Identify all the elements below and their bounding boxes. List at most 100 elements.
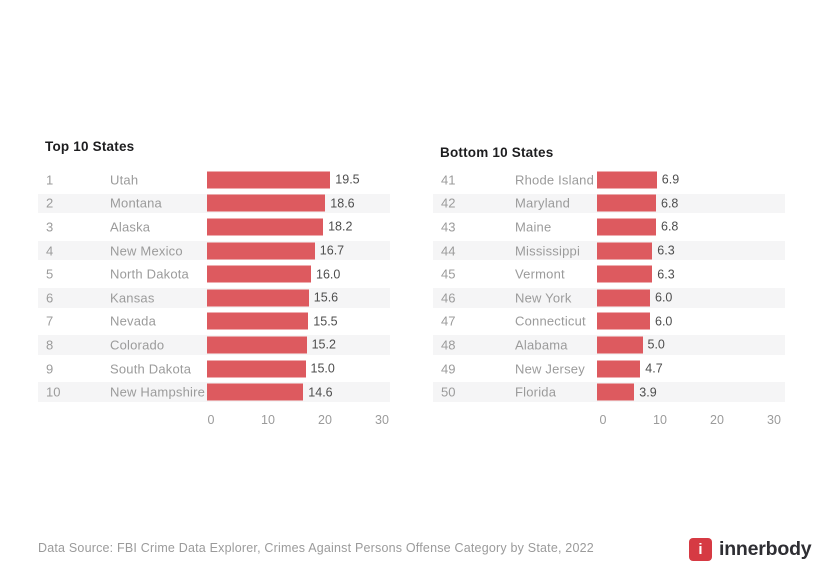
value-label: 6.3 <box>657 243 675 258</box>
x-axis-tick-label: 30 <box>375 413 389 427</box>
state-label: New Mexico <box>110 243 183 259</box>
value-label: 15.0 <box>310 361 335 376</box>
rank-label: 5 <box>46 266 54 282</box>
bar <box>207 360 306 378</box>
state-label: New York <box>515 290 572 306</box>
bar-group: 14.6 <box>207 383 333 401</box>
rank-label: 50 <box>441 384 456 400</box>
rank-label: 2 <box>46 195 54 211</box>
chart-row: 45 Vermont 6.3 <box>433 262 785 286</box>
rank-label: 7 <box>46 313 54 329</box>
x-axis-tick-label: 0 <box>207 413 215 427</box>
bar-group: 18.2 <box>207 218 353 236</box>
state-label: Vermont <box>515 266 565 282</box>
x-axis-tick-label: 10 <box>653 413 667 427</box>
rank-label: 49 <box>441 361 456 377</box>
bar <box>207 218 324 236</box>
bar <box>207 194 326 212</box>
rank-label: 45 <box>441 266 456 282</box>
chart-row: 43 Maine 6.8 <box>433 215 785 239</box>
chart-title: Top 10 States <box>45 139 135 154</box>
value-label: 18.6 <box>330 196 355 211</box>
rank-label: 4 <box>46 243 54 259</box>
innerbody-brand: i innerbody <box>689 538 812 561</box>
chart-row: 2 Montana 18.6 <box>38 192 390 216</box>
bar <box>207 171 331 189</box>
value-label: 15.6 <box>313 290 339 305</box>
bar-group: 6.0 <box>597 312 673 330</box>
bar <box>207 336 307 354</box>
bar-group: 16.0 <box>207 265 341 283</box>
chart-row: 10 New Hampshire 14.6 <box>38 380 390 404</box>
state-label: Montana <box>110 195 162 211</box>
chart-row: 42 Maryland 6.8 <box>433 192 785 216</box>
rank-label: 1 <box>46 172 54 188</box>
bar-group: 3.9 <box>597 383 657 401</box>
state-label: South Dakota <box>110 361 192 377</box>
chart-rows: 1 Utah 19.5 2 Montana 18.6 3 Alaska 18.2 4 New Mex… <box>38 168 390 404</box>
bar <box>597 383 635 401</box>
rank-label: 42 <box>441 195 456 211</box>
value-label: 16.7 <box>319 243 345 258</box>
bar <box>207 383 304 401</box>
bar-group: 6.8 <box>597 218 679 236</box>
value-label: 18.2 <box>328 219 353 234</box>
chart-row: 48 Alabama 5.0 <box>433 333 785 357</box>
rank-label: 48 <box>441 337 456 353</box>
state-label: Utah <box>110 172 139 188</box>
chart-row: 1 Utah 19.5 <box>38 168 390 192</box>
rank-label: 44 <box>441 243 456 259</box>
chart-row: 3 Alaska 18.2 <box>38 215 390 239</box>
state-label: North Dakota <box>110 266 189 282</box>
bar-group: 18.6 <box>207 194 355 212</box>
x-axis-tick-label: 30 <box>767 413 781 427</box>
bar <box>597 194 656 212</box>
chart-row: 44 Mississippi 6.3 <box>433 239 785 263</box>
value-label: 16.0 <box>316 267 341 282</box>
bar <box>597 171 657 189</box>
value-label: 6.0 <box>655 314 673 329</box>
chart-row: 50 Florida 3.9 <box>433 380 785 404</box>
bar-group: 19.5 <box>207 171 360 189</box>
bar-group: 6.8 <box>597 194 679 212</box>
chart-top-10-states: Top 10 States 1 Utah 19.5 2 Montana 18.6 3 Alas… <box>38 139 390 439</box>
value-label: 6.8 <box>661 196 679 211</box>
chart-row: 9 South Dakota 15.0 <box>38 357 390 381</box>
bar-group: 15.0 <box>207 360 335 378</box>
value-label: 4.7 <box>645 361 663 376</box>
bar <box>207 289 309 307</box>
innerbody-logo-letter: i <box>698 541 703 558</box>
bar-group: 6.9 <box>597 171 680 189</box>
value-label: 5.0 <box>647 337 665 352</box>
chart-x-axis: 0 10 20 30 <box>38 412 390 428</box>
rank-label: 9 <box>46 361 54 377</box>
rank-label: 41 <box>441 172 456 188</box>
state-label: Rhode Island <box>515 172 595 188</box>
state-label: Nevada <box>110 313 157 329</box>
rank-label: 3 <box>46 219 54 235</box>
value-label: 6.9 <box>661 172 680 187</box>
state-label: Alaska <box>110 219 151 235</box>
chart-row: 4 New Mexico 16.7 <box>38 239 390 263</box>
rank-label: 46 <box>441 290 456 306</box>
value-label: 6.8 <box>661 219 679 234</box>
rank-label: 43 <box>441 219 456 235</box>
x-axis-tick-label: 10 <box>261 413 275 427</box>
chart-row: 46 New York 6.0 <box>433 286 785 310</box>
chart-row: 7 Nevada 15.5 <box>38 310 390 334</box>
chart-x-axis: 0 10 20 30 <box>433 412 785 428</box>
chart-row: 8 Colorado 15.2 <box>38 333 390 357</box>
state-label: New Jersey <box>515 361 585 377</box>
bar-group: 4.7 <box>597 360 663 378</box>
bar-group: 15.6 <box>207 289 339 307</box>
chart-bottom-10-states: Bottom 10 States 41 Rhode Island 6.9 42 Mary… <box>433 139 785 439</box>
state-label: Colorado <box>110 337 165 353</box>
value-label: 15.2 <box>311 337 336 352</box>
bar <box>207 242 315 260</box>
bar <box>597 218 656 236</box>
state-label: Maryland <box>515 195 571 211</box>
bar-group: 6.3 <box>597 242 675 260</box>
x-axis-tick-label: 0 <box>599 413 607 427</box>
value-label: 6.0 <box>655 290 673 305</box>
